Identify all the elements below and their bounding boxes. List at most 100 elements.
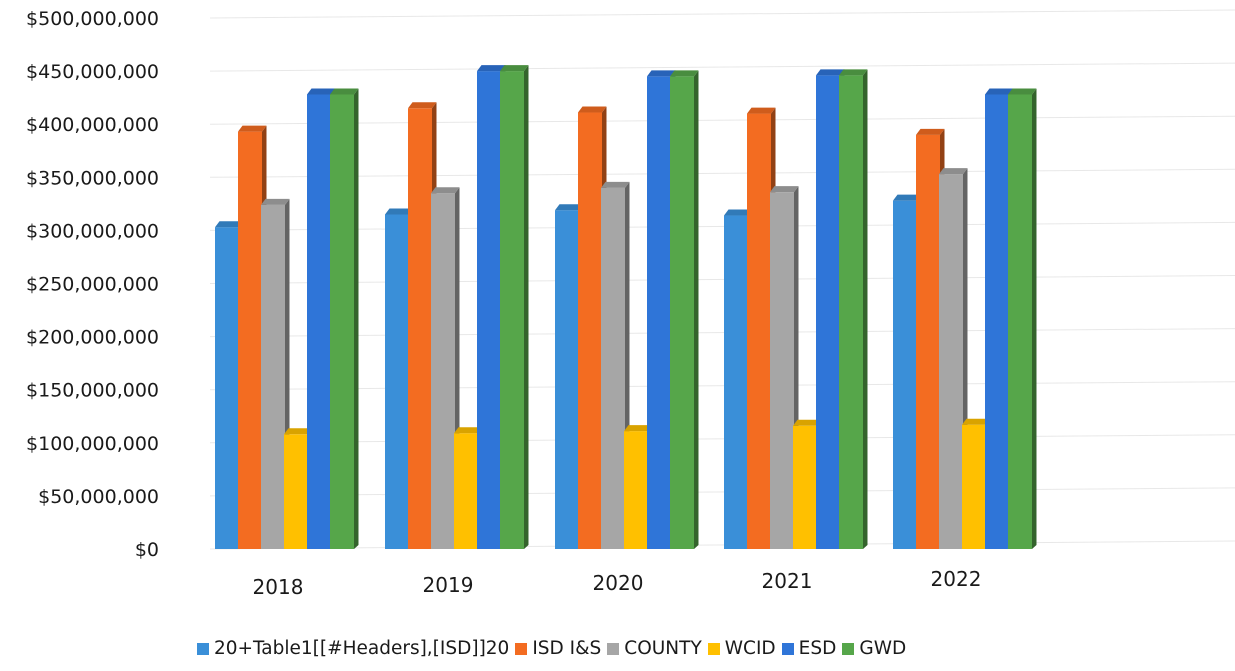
bar-front (816, 75, 840, 550)
bar (1008, 88, 1037, 550)
x-tick-label: 2019 (423, 573, 474, 597)
bar-top (477, 65, 506, 72)
bar-top (261, 198, 290, 205)
bar-side (1032, 88, 1037, 550)
gridline (209, 487, 1235, 497)
y-tick-label: $200,000,000 (26, 327, 159, 349)
bar-top (916, 128, 945, 135)
bar-side (524, 65, 529, 549)
bar-top (962, 418, 991, 425)
bar-top (647, 70, 676, 77)
legend-label: ESD (798, 638, 837, 659)
gridline (209, 221, 1235, 231)
y-tick-label: $50,000,000 (38, 486, 159, 508)
legend-label: ISD I&S (532, 638, 602, 659)
y-axis-tick-labels: $0 $50,000,000 $100,000,000 $150,000,000 $20… (26, 8, 159, 561)
y-tick-label: $400,000,000 (26, 114, 159, 136)
bar-top (747, 107, 776, 114)
bar-side (694, 70, 699, 549)
gridlines (209, 9, 1235, 550)
bar-front (647, 76, 671, 549)
bar (670, 70, 699, 549)
bar-top (408, 102, 437, 109)
bar-front (307, 94, 331, 550)
gridline (209, 168, 1235, 178)
bar-top (555, 204, 584, 211)
bar-top (1008, 88, 1037, 95)
bar-top (284, 428, 313, 435)
chart-legend: 20+Table1[[#Headers],[ISD]]20 ISD I&S COUN… (197, 638, 912, 659)
bar-top (670, 70, 699, 77)
y-tick-label: $500,000,000 (26, 8, 159, 30)
legend-item: WCID (707, 638, 776, 659)
bar-front (939, 174, 963, 549)
gridline (209, 381, 1235, 391)
bar-front (962, 424, 986, 549)
gridline (209, 540, 1235, 550)
bar-front (747, 113, 771, 549)
bar-front (385, 214, 409, 549)
x-tick-label: 2018 (253, 575, 304, 599)
bar-top (939, 168, 968, 175)
bar-top (578, 106, 607, 113)
legend-item: ESD (781, 638, 837, 659)
y-tick-label: $0 (135, 539, 159, 561)
bar-top (601, 181, 630, 188)
bar-top (431, 187, 460, 194)
y-tick-label: $250,000,000 (26, 274, 159, 296)
bar-front (454, 433, 478, 549)
legend-item: COUNTY (607, 638, 702, 659)
legend-item: GWD (842, 638, 906, 659)
bar-top (816, 69, 845, 76)
y-tick-label: $150,000,000 (26, 380, 159, 402)
bar (330, 88, 359, 550)
x-axis-tick-labels: 2018 2019 2020 2021 2022 (253, 567, 982, 599)
bar-top (385, 208, 414, 215)
bar-front (893, 200, 917, 549)
bar-top (793, 419, 822, 426)
bar-top (330, 88, 359, 95)
bar-top (624, 425, 653, 432)
legend-swatch (707, 642, 720, 655)
legend-label: 20+Table1[[#Headers],[ISD]]20 (214, 638, 510, 659)
bar-top (770, 186, 799, 193)
bar-side (354, 88, 359, 550)
gridline (209, 115, 1235, 125)
bar-front (431, 193, 455, 550)
bar-top (238, 125, 267, 132)
bar-front (985, 94, 1009, 550)
bar (500, 65, 529, 549)
gridline (209, 9, 1235, 19)
bar (839, 69, 868, 550)
bar-front (1008, 94, 1032, 550)
gridline (209, 275, 1235, 284)
bar-front (215, 227, 239, 550)
bar-top (893, 194, 922, 201)
bar-front (793, 425, 817, 549)
x-tick-label: 2020 (593, 571, 644, 595)
bar-front (578, 112, 602, 549)
bar-top (839, 69, 868, 76)
legend-label: COUNTY (624, 638, 702, 659)
legend-swatch (197, 642, 209, 655)
x-tick-label: 2021 (762, 569, 813, 593)
bar-top (985, 88, 1014, 95)
y-tick-label: $300,000,000 (26, 220, 159, 242)
bar-top (307, 88, 336, 95)
legend-swatch (515, 642, 528, 655)
bar-front (238, 131, 262, 549)
bar-top (454, 427, 483, 434)
bar-front (670, 76, 694, 549)
bar-top (500, 65, 529, 72)
gridline (209, 328, 1235, 338)
legend-swatch (842, 642, 855, 655)
bar-top (215, 221, 244, 228)
bar-front (839, 75, 863, 550)
bar-side (863, 69, 868, 550)
bar-front (477, 71, 501, 549)
bar-front (408, 108, 432, 550)
bar-front (624, 431, 648, 549)
bar-series (215, 65, 1037, 550)
y-tick-label: $350,000,000 (26, 167, 159, 189)
